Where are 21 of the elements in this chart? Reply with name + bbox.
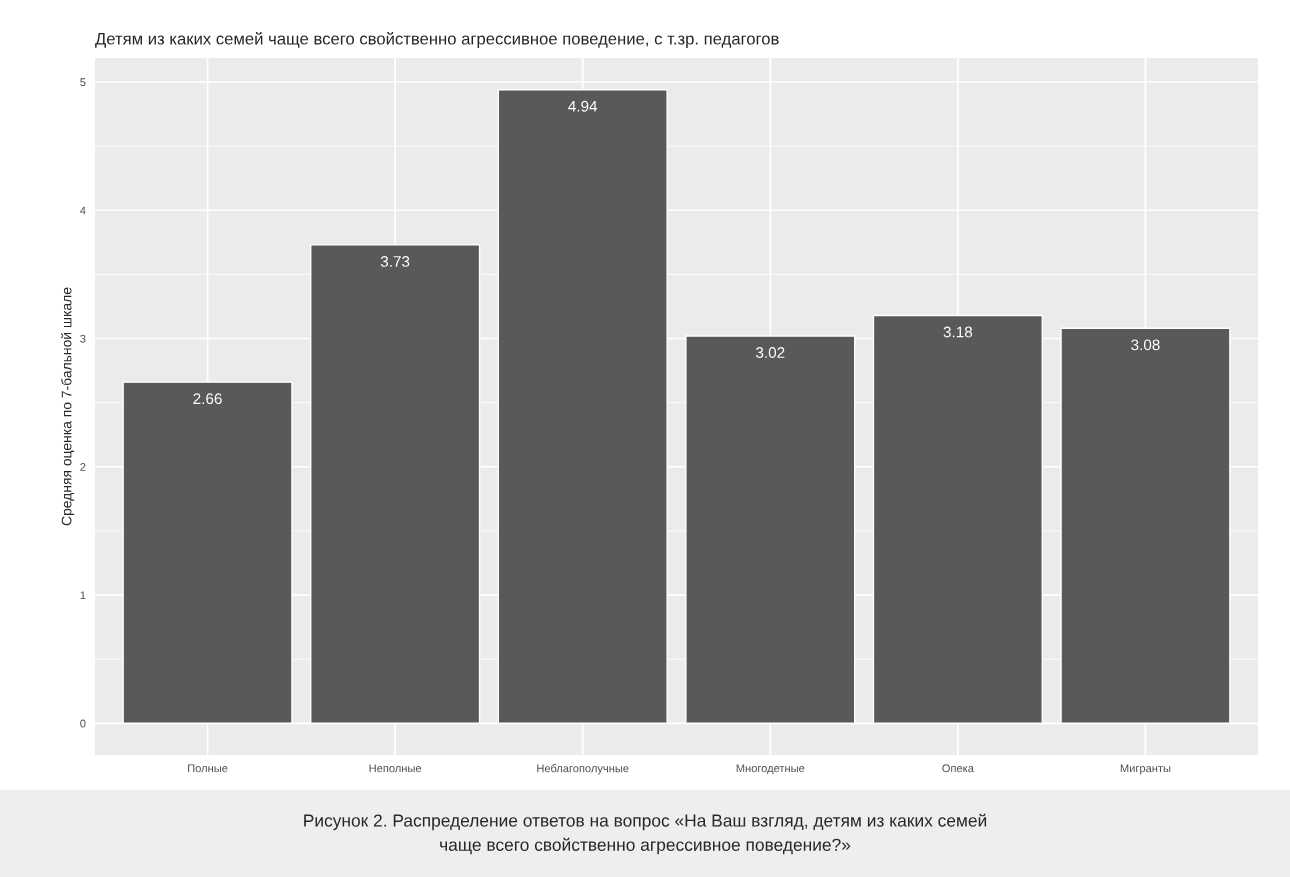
text: Рисунок 2. Распределение ответов на вопрос «На Ваш взгляд, детям из каких семей чаще всего свойственно агрессивное поведение?» (304, 813, 987, 855)
y-tick-label: 3 (80, 334, 86, 343)
y-axis-title: Средняя оценка по 7-бальной шкале (61, 287, 75, 526)
data-label: 3.08 (1131, 339, 1160, 351)
x-tick-label: Неполные (369, 764, 422, 773)
x-tick-label: Опека (942, 764, 974, 773)
data-label: 3.73 (380, 256, 410, 267)
y-tick-label: 0 (80, 719, 86, 728)
x-tick-label: Полные (188, 764, 228, 773)
data-label: 2.66 (193, 393, 222, 405)
y-tick-label: 2 (80, 463, 86, 471)
data-label: 3.02 (756, 347, 785, 358)
y-tick-label: 1 (80, 591, 86, 600)
data-label: 4.94 (568, 100, 598, 112)
chart-title: Детям из каких семей чаще всего свойственно агрессивное поведение, с т.зр. педагогов (95, 32, 779, 48)
x-tick-label: Неблагополучные (537, 764, 629, 775)
data-label: 3.18 (943, 326, 973, 338)
y-tick-label: 5 (80, 78, 86, 87)
x-tick-label: Мигранты (1120, 764, 1171, 775)
y-tick-label: 4 (80, 206, 86, 215)
x-tick-label: Многодетные (736, 764, 805, 775)
